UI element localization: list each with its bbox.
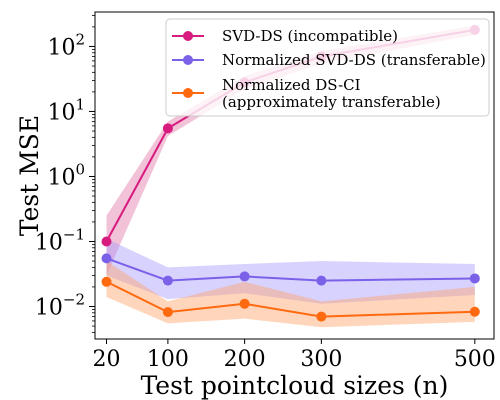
x-axis-label: Test pointcloud sizes (n)	[141, 371, 449, 400]
point-series-1-2	[239, 271, 250, 282]
point-series-2-3	[316, 311, 327, 322]
y-tick-label: 101	[47, 95, 85, 125]
x-tick-label: 300	[300, 347, 342, 372]
point-series-1-0	[101, 253, 112, 264]
x-tick-label: 500	[454, 347, 496, 372]
y-tick-label: 10−2	[35, 290, 85, 320]
point-series-0-0	[101, 236, 112, 247]
point-series-2-1	[162, 307, 173, 318]
confidence-bands	[106, 25, 475, 328]
legend-box	[165, 18, 490, 117]
point-series-1-3	[316, 275, 327, 286]
legend-label: SVD-DS (incompatible)	[222, 27, 398, 45]
x-tick-label: 200	[224, 347, 266, 372]
plot-frame	[94, 11, 495, 340]
legend-label: (approximately transferable)	[222, 93, 441, 111]
legend: SVD-DS (incompatible) Normalized SVD-DS (…	[165, 18, 490, 117]
y-tick-label: 100	[47, 160, 85, 190]
point-series-2-0	[101, 276, 112, 287]
x-tick-label: 20	[93, 347, 121, 372]
point-series-1-1	[162, 275, 173, 286]
x-tick-label: 100	[147, 347, 189, 372]
y-axis-label: Test MSE	[15, 115, 44, 236]
band-series-2	[106, 261, 475, 328]
legend-swatch-marker	[183, 88, 193, 98]
point-series-1-4	[469, 273, 480, 284]
x-axis-ticks: 20 100 200 300 500	[93, 339, 496, 372]
y-tick-label: 102	[47, 30, 85, 60]
band-series-1	[106, 238, 475, 304]
legend-label: Normalized DS-CI	[222, 76, 361, 94]
point-series-2-4	[469, 306, 480, 317]
legend-swatch-marker	[183, 31, 193, 41]
y-axis-ticks: 10−2 10−1 100 101 102	[35, 15, 95, 333]
legend-label: Normalized SVD-DS (transferable)	[222, 51, 486, 69]
y-tick-label: 10−1	[35, 225, 85, 255]
point-series-0-1	[162, 123, 173, 134]
legend-swatch-marker	[183, 55, 193, 65]
point-series-2-2	[239, 298, 250, 309]
